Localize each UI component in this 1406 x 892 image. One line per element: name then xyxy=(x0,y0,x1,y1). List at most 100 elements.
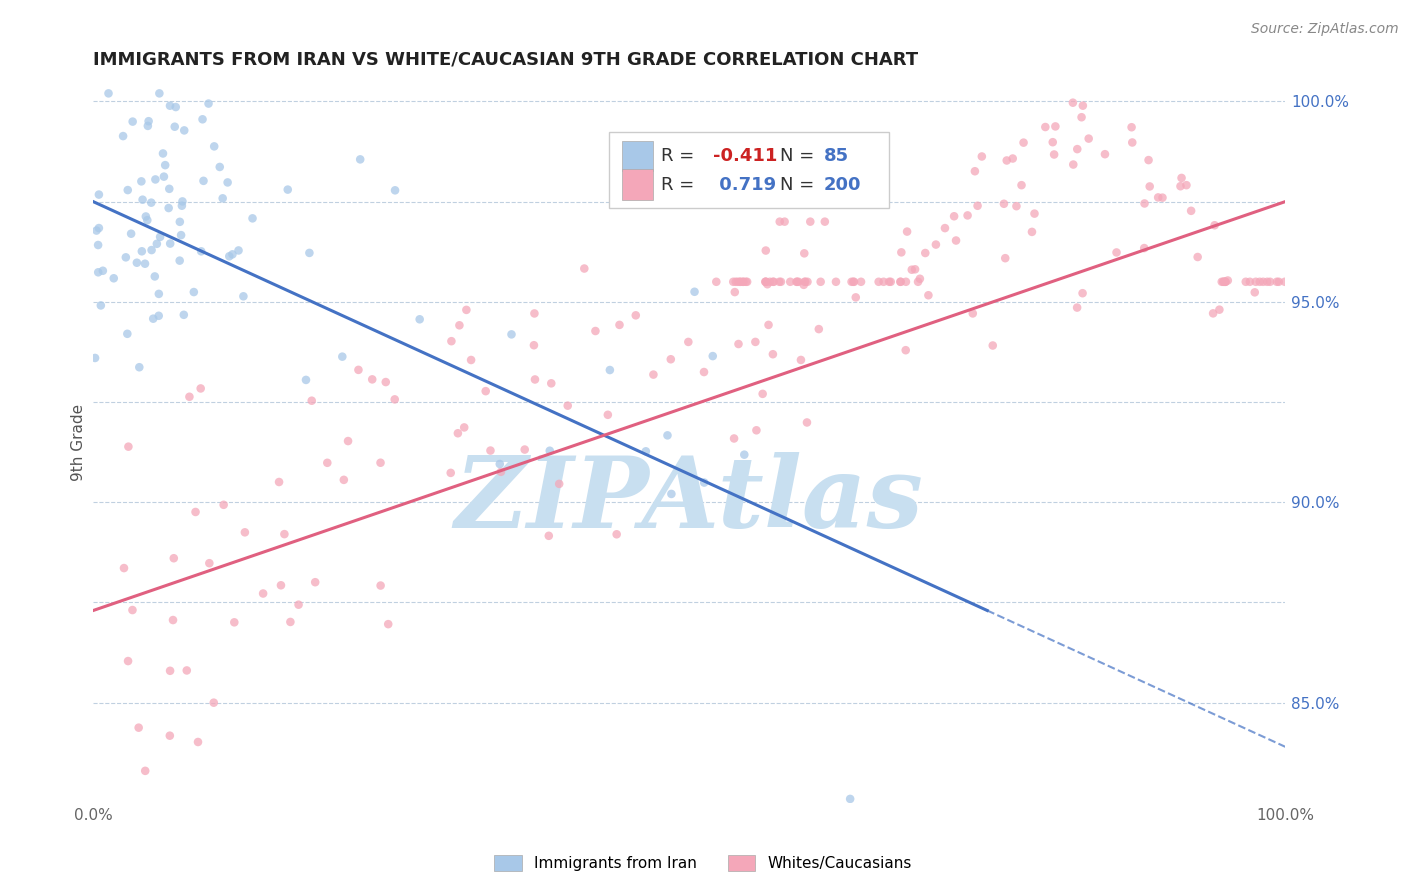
Point xyxy=(187,735,209,749)
Point xyxy=(723,275,745,289)
Point xyxy=(1251,275,1274,289)
Point xyxy=(183,285,205,299)
Point xyxy=(659,352,682,367)
Point xyxy=(794,275,817,289)
Point xyxy=(841,275,863,289)
Point xyxy=(304,575,326,590)
Text: R =: R = xyxy=(661,146,700,165)
Point xyxy=(849,275,872,289)
Point xyxy=(1139,179,1161,194)
Point xyxy=(900,262,922,277)
Point xyxy=(914,246,936,260)
Point xyxy=(370,578,392,592)
Point xyxy=(148,309,170,323)
Point xyxy=(159,664,181,678)
Point xyxy=(1024,206,1046,220)
Point xyxy=(657,428,679,442)
Point xyxy=(173,308,195,322)
Point xyxy=(733,275,755,289)
Point xyxy=(145,172,167,186)
Point xyxy=(733,448,755,462)
Point xyxy=(963,164,986,178)
Point xyxy=(839,792,862,806)
Point xyxy=(1170,170,1192,185)
Point xyxy=(190,381,212,395)
Point xyxy=(807,322,830,336)
Point xyxy=(114,250,136,264)
Point xyxy=(377,617,399,632)
Point xyxy=(153,169,176,184)
Point xyxy=(232,289,254,303)
Point xyxy=(134,257,156,271)
Point xyxy=(773,214,796,228)
Point xyxy=(197,96,219,111)
Point xyxy=(596,408,619,422)
Point xyxy=(730,275,752,289)
Point xyxy=(557,399,579,413)
Point xyxy=(733,275,755,289)
Point xyxy=(267,475,290,489)
Point xyxy=(163,551,186,566)
Point xyxy=(1033,120,1056,134)
Point xyxy=(277,183,299,197)
Point xyxy=(523,306,546,320)
Point xyxy=(894,343,917,358)
Point xyxy=(896,225,918,239)
Point xyxy=(1137,153,1160,167)
Point xyxy=(993,196,1015,211)
Point xyxy=(86,223,108,237)
Point xyxy=(384,392,406,407)
Point xyxy=(136,213,159,227)
Point xyxy=(704,275,727,289)
Point xyxy=(112,561,135,575)
Point xyxy=(159,99,181,113)
Point xyxy=(163,120,186,134)
Point xyxy=(361,372,384,386)
Point xyxy=(337,434,360,448)
Point xyxy=(845,290,868,304)
Point xyxy=(907,275,929,289)
Point xyxy=(295,373,318,387)
Point xyxy=(170,199,193,213)
Point xyxy=(165,100,187,114)
Point xyxy=(943,209,966,223)
Point xyxy=(1001,152,1024,166)
Point xyxy=(1213,275,1236,289)
Text: IMMIGRANTS FROM IRAN VS WHITE/CAUCASIAN 9TH GRADE CORRELATION CHART: IMMIGRANTS FROM IRAN VS WHITE/CAUCASIAN … xyxy=(93,51,918,69)
Point xyxy=(1202,306,1225,320)
Point xyxy=(316,456,339,470)
Point xyxy=(683,285,706,299)
Point xyxy=(756,277,779,292)
Point xyxy=(224,615,246,630)
Point xyxy=(702,349,724,363)
Point xyxy=(87,265,110,279)
Text: N =: N = xyxy=(780,146,820,165)
Point xyxy=(169,215,191,229)
Point xyxy=(117,654,139,668)
Point xyxy=(825,275,848,289)
Point xyxy=(1133,241,1156,255)
Point xyxy=(128,360,150,375)
Point xyxy=(1152,191,1174,205)
Point xyxy=(159,236,181,251)
Point xyxy=(1180,203,1202,218)
Point xyxy=(634,444,657,458)
Point xyxy=(693,365,716,379)
Point xyxy=(176,664,198,678)
Point xyxy=(842,275,865,289)
Point xyxy=(787,275,810,289)
Point xyxy=(890,245,912,260)
Point xyxy=(1066,301,1088,315)
Point xyxy=(1121,136,1143,150)
Point xyxy=(796,416,818,430)
Point xyxy=(537,529,560,543)
Point xyxy=(917,288,939,302)
Point xyxy=(1244,275,1267,289)
Point xyxy=(1187,250,1209,264)
Point xyxy=(159,729,181,743)
Point xyxy=(523,338,546,352)
Point xyxy=(273,527,295,541)
Point xyxy=(1062,95,1084,110)
Point xyxy=(333,473,356,487)
Point xyxy=(889,275,911,289)
